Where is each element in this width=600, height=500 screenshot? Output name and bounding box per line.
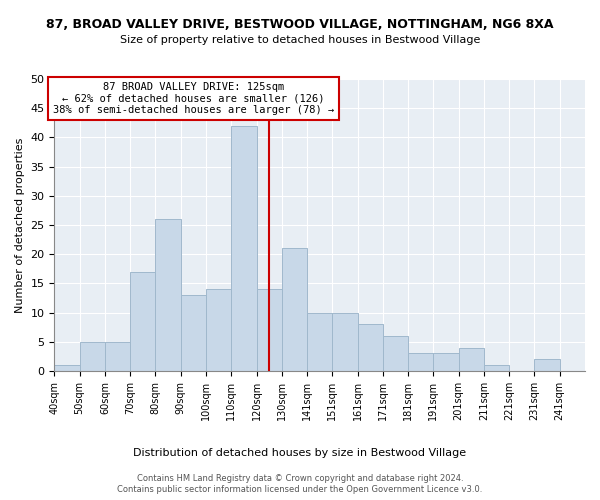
Bar xyxy=(307,312,332,371)
Bar xyxy=(332,312,358,371)
Bar xyxy=(105,342,130,371)
Text: Contains HM Land Registry data © Crown copyright and database right 2024.: Contains HM Land Registry data © Crown c… xyxy=(137,474,463,483)
Bar xyxy=(206,289,231,371)
Bar xyxy=(181,295,206,371)
Bar xyxy=(408,354,433,371)
Text: 87, BROAD VALLEY DRIVE, BESTWOOD VILLAGE, NOTTINGHAM, NG6 8XA: 87, BROAD VALLEY DRIVE, BESTWOOD VILLAGE… xyxy=(46,18,554,30)
Bar xyxy=(433,354,458,371)
Bar xyxy=(257,289,282,371)
Bar xyxy=(383,336,408,371)
Bar xyxy=(231,126,257,371)
Bar xyxy=(358,324,383,371)
Y-axis label: Number of detached properties: Number of detached properties xyxy=(15,138,25,312)
Text: 87 BROAD VALLEY DRIVE: 125sqm
← 62% of detached houses are smaller (126)
38% of : 87 BROAD VALLEY DRIVE: 125sqm ← 62% of d… xyxy=(53,82,334,115)
Text: Contains public sector information licensed under the Open Government Licence v3: Contains public sector information licen… xyxy=(118,485,482,494)
Bar xyxy=(535,359,560,371)
Bar xyxy=(80,342,105,371)
Text: Size of property relative to detached houses in Bestwood Village: Size of property relative to detached ho… xyxy=(120,35,480,45)
Bar xyxy=(155,219,181,371)
Bar xyxy=(458,348,484,371)
Bar xyxy=(484,365,509,371)
Bar xyxy=(130,272,155,371)
Bar xyxy=(55,365,80,371)
Text: Distribution of detached houses by size in Bestwood Village: Distribution of detached houses by size … xyxy=(133,448,467,458)
Bar xyxy=(282,248,307,371)
